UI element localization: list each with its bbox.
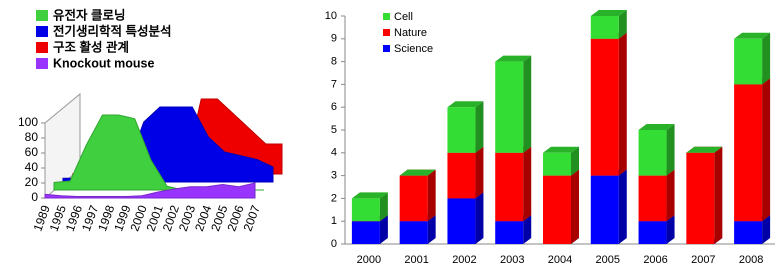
bar-side xyxy=(379,215,388,244)
legend-swatch xyxy=(36,58,48,69)
legend-label: Science xyxy=(394,43,433,55)
bar-side xyxy=(666,215,675,244)
bar-top xyxy=(638,124,675,130)
legend-label: Knockout mouse xyxy=(53,56,154,70)
bar-top xyxy=(447,101,484,108)
legend-label: 구조 활성 관계 xyxy=(53,39,129,54)
bar-top xyxy=(543,146,579,153)
bar-side xyxy=(475,101,484,153)
bar xyxy=(543,175,571,244)
legend-label: Nature xyxy=(394,27,427,39)
bar xyxy=(351,221,380,244)
x-tick-label: 2002 xyxy=(452,254,476,266)
bar-top xyxy=(590,10,627,16)
bar xyxy=(734,38,763,85)
x-tick-label: 2000 xyxy=(357,254,381,266)
bar-top xyxy=(495,55,532,62)
bar xyxy=(447,107,476,153)
bar-side xyxy=(475,146,484,199)
bar xyxy=(638,175,667,222)
bar xyxy=(351,198,380,222)
y-tick-label: 3 xyxy=(331,170,337,182)
bar-side xyxy=(427,169,436,222)
x-tick-label: 2008 xyxy=(739,254,763,266)
bar-side xyxy=(762,32,771,85)
x-tick-label: 2004 xyxy=(548,254,572,266)
bar-side xyxy=(523,146,532,222)
bar xyxy=(590,38,619,176)
bar xyxy=(399,221,428,244)
x-tick-label: 2001 xyxy=(404,254,428,266)
bar-side xyxy=(571,169,579,244)
bar-side xyxy=(762,78,771,222)
legend-label: 전기생리학적 특성분석 xyxy=(53,23,171,38)
bar xyxy=(495,152,524,222)
bar xyxy=(543,152,571,176)
legend-swatch xyxy=(383,13,390,20)
bar-side xyxy=(666,124,675,176)
y-tick-label: 9 xyxy=(331,33,337,45)
bar-top xyxy=(686,146,723,153)
bar xyxy=(399,175,428,222)
y-tick-label: 0 xyxy=(331,238,337,250)
legend-swatch xyxy=(383,29,390,36)
bar-side xyxy=(475,192,484,244)
bar xyxy=(638,221,667,244)
legend-label: 유전자 클로닝 xyxy=(53,7,125,22)
bar-side xyxy=(523,215,532,244)
y-tick-label: 7 xyxy=(331,78,337,90)
y-tick-label: 4 xyxy=(331,147,337,159)
bar-top xyxy=(351,192,388,199)
legend-swatch xyxy=(383,45,390,52)
area xyxy=(44,182,256,199)
bar-side xyxy=(523,55,532,153)
y-tick-label: 10 xyxy=(325,10,337,22)
bar-side xyxy=(379,192,388,222)
bar-side xyxy=(571,146,579,176)
bar xyxy=(447,152,476,199)
y-tick-label: 2 xyxy=(331,192,337,204)
bar-side xyxy=(666,169,675,222)
bar xyxy=(495,221,524,244)
bar-side xyxy=(427,215,436,244)
bar xyxy=(590,16,619,39)
y-tick-label: 40 xyxy=(25,160,39,174)
legend-swatch xyxy=(36,42,48,53)
legend-swatch xyxy=(36,26,48,37)
bar-side xyxy=(618,169,627,244)
bar xyxy=(734,84,763,222)
bar xyxy=(590,175,619,244)
x-tick-label: 2005 xyxy=(596,254,620,266)
y-tick-label: 0 xyxy=(31,190,38,204)
bar xyxy=(686,152,715,244)
y-tick-label: 6 xyxy=(331,101,337,113)
y-tick-label: 100 xyxy=(18,115,38,129)
bar-side xyxy=(762,215,771,244)
bar xyxy=(447,198,476,244)
x-tick-label: 2006 xyxy=(643,254,667,266)
bar xyxy=(734,221,763,244)
y-tick-label: 8 xyxy=(331,56,337,68)
legend-label: Cell xyxy=(394,11,413,23)
bar xyxy=(495,61,524,153)
bar-top xyxy=(399,169,436,176)
bar-top xyxy=(734,32,771,39)
x-tick-label: 2007 xyxy=(691,254,715,266)
y-tick-label: 60 xyxy=(25,145,39,159)
y-tick-label: 80 xyxy=(25,130,39,144)
bar-side xyxy=(714,146,723,244)
bar-side xyxy=(618,10,627,39)
y-tick-label: 20 xyxy=(25,175,39,189)
x-tick-label: 2003 xyxy=(500,254,524,266)
legend-swatch xyxy=(36,10,48,21)
y-tick-label: 5 xyxy=(331,124,337,136)
bar xyxy=(638,130,667,176)
bar-side xyxy=(618,32,627,176)
y-tick-label: 1 xyxy=(331,215,337,227)
